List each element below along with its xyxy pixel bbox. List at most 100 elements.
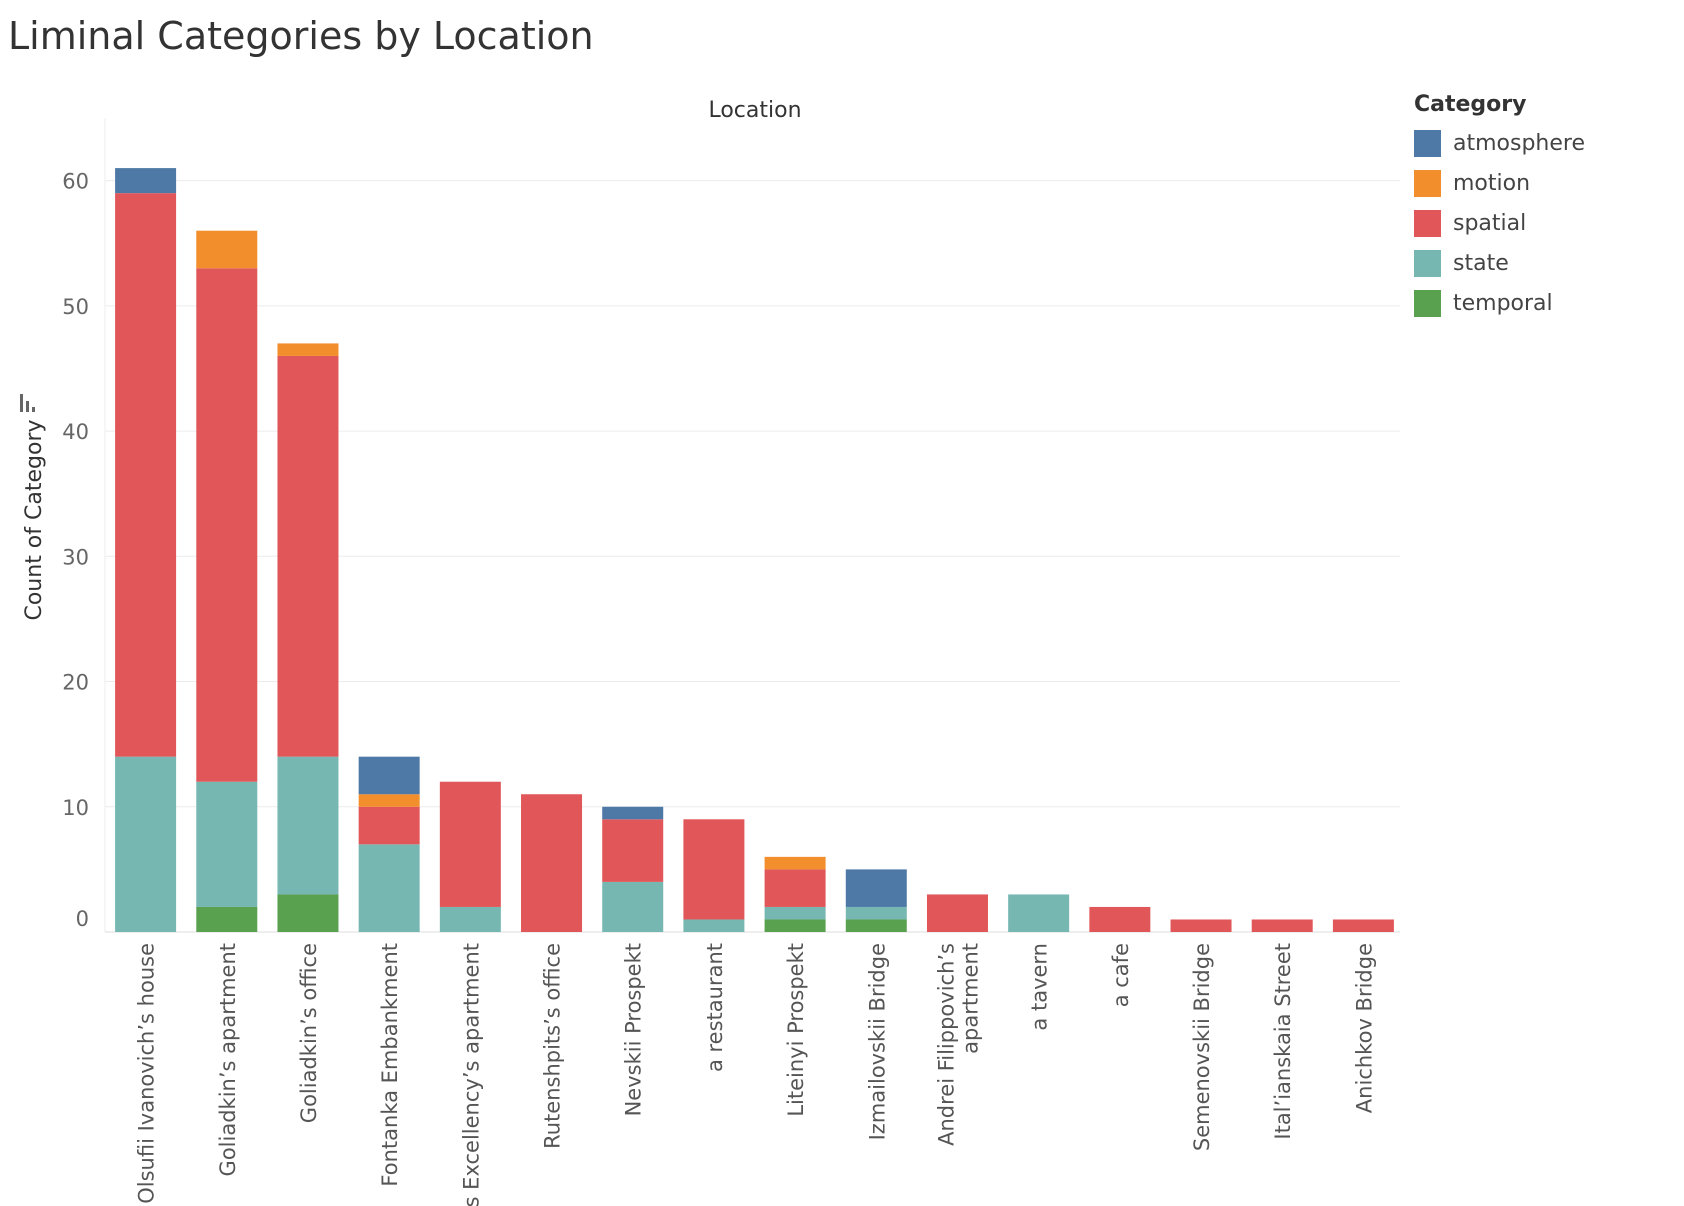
- x-tick-label-group: Semenovskii Bridge: [1190, 943, 1214, 1151]
- bar-segment-state[interactable]: [196, 781, 258, 907]
- legend-swatch-motion: [1414, 169, 1441, 197]
- legend-item-atmosphere[interactable]: atmosphere: [1414, 123, 1585, 163]
- bar-segment-spatial[interactable]: [439, 781, 501, 907]
- bar-segment-atmosphere[interactable]: [845, 869, 907, 907]
- bar-segment-spatial[interactable]: [1251, 919, 1313, 932]
- chart-title: Liminal Categories by Location: [8, 14, 594, 58]
- y-tick-label: 10: [62, 796, 89, 820]
- legend-label-spatial: spatial: [1453, 210, 1527, 236]
- legend-label-state: state: [1453, 250, 1509, 276]
- bar-segment-motion[interactable]: [764, 856, 826, 870]
- x-tick-label-group: Liteinyi Prospekt: [784, 943, 808, 1117]
- legend-swatch-spatial: [1414, 209, 1441, 237]
- y-tick-label: 0: [76, 907, 89, 931]
- bar-segment-spatial[interactable]: [1332, 919, 1394, 932]
- x-tick-label-group: Rutenshpits’s office: [541, 943, 565, 1149]
- legend-label-temporal: temporal: [1453, 290, 1553, 316]
- x-tick-label: a cafe: [1109, 943, 1133, 1007]
- bar-segment-spatial[interactable]: [277, 355, 339, 757]
- legend-title: Category: [1414, 92, 1527, 117]
- legend-label-motion: motion: [1453, 170, 1531, 196]
- bar-segment-spatial[interactable]: [196, 268, 258, 782]
- bar-segment-state[interactable]: [1008, 894, 1070, 932]
- bar-segment-atmosphere[interactable]: [602, 806, 664, 820]
- x-tick-label-group: Goliadkin’s apartment: [216, 943, 240, 1176]
- bar-segment-atmosphere[interactable]: [115, 168, 177, 194]
- sort-icon[interactable]: [20, 394, 35, 412]
- legend-item-temporal[interactable]: temporal: [1414, 283, 1585, 323]
- x-tick-label: Ital’ianskaia Street: [1271, 943, 1295, 1140]
- x-tick-label: Liteinyi Prospekt: [784, 943, 808, 1117]
- legend-item-motion[interactable]: motion: [1414, 163, 1585, 203]
- x-tick-label: a restaurant: [703, 943, 727, 1072]
- bar-segment-spatial[interactable]: [764, 869, 826, 907]
- y-tick-label: 40: [62, 420, 89, 444]
- bar-segment-spatial[interactable]: [926, 894, 988, 932]
- x-tick-label: a tavern: [1028, 943, 1052, 1031]
- x-tick-label: Andrei Filippovich’s: [934, 943, 958, 1146]
- legend-label-atmosphere: atmosphere: [1453, 130, 1585, 156]
- bar-segment-state[interactable]: [764, 906, 826, 920]
- y-tick-label: 50: [62, 295, 89, 319]
- stacked-bar-chart: Location Count of Category 0 10 20 30 40 50 60…: [20, 98, 1400, 1206]
- x-tick-label-group: a cafe: [1109, 943, 1133, 1007]
- bar-segment-temporal[interactable]: [196, 906, 258, 932]
- bar-segment-state[interactable]: [439, 906, 501, 932]
- bar-segment-state[interactable]: [602, 881, 664, 932]
- bar-segment-spatial[interactable]: [358, 806, 420, 845]
- bar-segment-state[interactable]: [845, 906, 907, 920]
- bar-segment-atmosphere[interactable]: [358, 756, 420, 795]
- bar-segment-spatial[interactable]: [683, 819, 745, 920]
- x-tick-label-group: Ital’ianskaia Street: [1271, 943, 1295, 1140]
- x-tick-label: His Excellency’s apartment: [459, 943, 483, 1206]
- bar-segment-spatial[interactable]: [1089, 906, 1151, 932]
- x-tick-label: Fontanka Embankment: [378, 943, 402, 1187]
- x-tick-label: Goliadkin’s office: [297, 943, 321, 1123]
- x-tick-label: Olsufii Ivanovich’s house: [135, 943, 159, 1204]
- bar-segment-temporal[interactable]: [764, 919, 826, 932]
- legend: Category atmosphere motion spatial state…: [1414, 92, 1585, 323]
- bar-segment-state[interactable]: [683, 919, 745, 932]
- bar-segment-spatial[interactable]: [602, 819, 664, 882]
- bar-segment-temporal[interactable]: [277, 894, 339, 932]
- x-tick-label-group: His Excellency’s apartment: [459, 943, 483, 1206]
- y-tick-label: 20: [62, 671, 89, 695]
- legend-swatch-atmosphere: [1414, 129, 1441, 157]
- legend-item-spatial[interactable]: spatial: [1414, 203, 1585, 243]
- bar-segment-state[interactable]: [358, 844, 420, 932]
- bars: [115, 168, 1394, 932]
- x-axis-labels: Olsufii Ivanovich’s house Goliadkin’s apa…: [135, 943, 1377, 1206]
- x-axis-header: Location: [708, 98, 801, 123]
- bar-segment-motion[interactable]: [358, 794, 420, 807]
- x-tick-label-group: Izmailovskii Bridge: [865, 943, 889, 1140]
- x-tick-label: Nevskii Prospekt: [622, 943, 646, 1116]
- legend-item-state[interactable]: state: [1414, 243, 1585, 283]
- bar-segment-spatial[interactable]: [521, 794, 583, 932]
- x-tick-label-group: Nevskii Prospekt: [622, 943, 646, 1116]
- x-tick-label-group: a restaurant: [703, 943, 727, 1072]
- bar-segment-motion[interactable]: [277, 343, 339, 356]
- bar-segment-spatial[interactable]: [115, 193, 177, 757]
- bar-segment-motion[interactable]: [196, 230, 258, 269]
- x-tick-label: Goliadkin’s apartment: [216, 943, 240, 1176]
- x-tick-label: Semenovskii Bridge: [1190, 943, 1214, 1151]
- x-tick-label-group: Olsufii Ivanovich’s house: [135, 943, 159, 1204]
- y-axis-title: Count of Category: [22, 419, 47, 620]
- bar-segment-spatial[interactable]: [1170, 919, 1232, 932]
- bar-segment-state[interactable]: [115, 756, 177, 932]
- bar-segment-state[interactable]: [277, 756, 339, 895]
- legend-swatch-temporal: [1414, 289, 1441, 317]
- x-tick-label-group: Anichkov Bridge: [1352, 943, 1376, 1113]
- x-tick-label: apartment: [958, 943, 982, 1054]
- x-tick-label-group: Goliadkin’s office: [297, 943, 321, 1123]
- x-tick-label-group: Fontanka Embankment: [378, 943, 402, 1187]
- y-axis-ticks: 0 10 20 30 40 50 60: [62, 170, 89, 931]
- x-tick-label: Izmailovskii Bridge: [865, 943, 889, 1140]
- x-tick-label-group: a tavern: [1028, 943, 1052, 1031]
- bar-segment-temporal[interactable]: [845, 919, 907, 932]
- y-tick-label: 30: [62, 545, 89, 569]
- y-axis-title-group: Count of Category: [22, 419, 47, 620]
- x-tick-label: Anichkov Bridge: [1352, 943, 1376, 1113]
- x-tick-label: Rutenshpits’s office: [541, 943, 565, 1149]
- y-tick-label: 60: [62, 170, 89, 194]
